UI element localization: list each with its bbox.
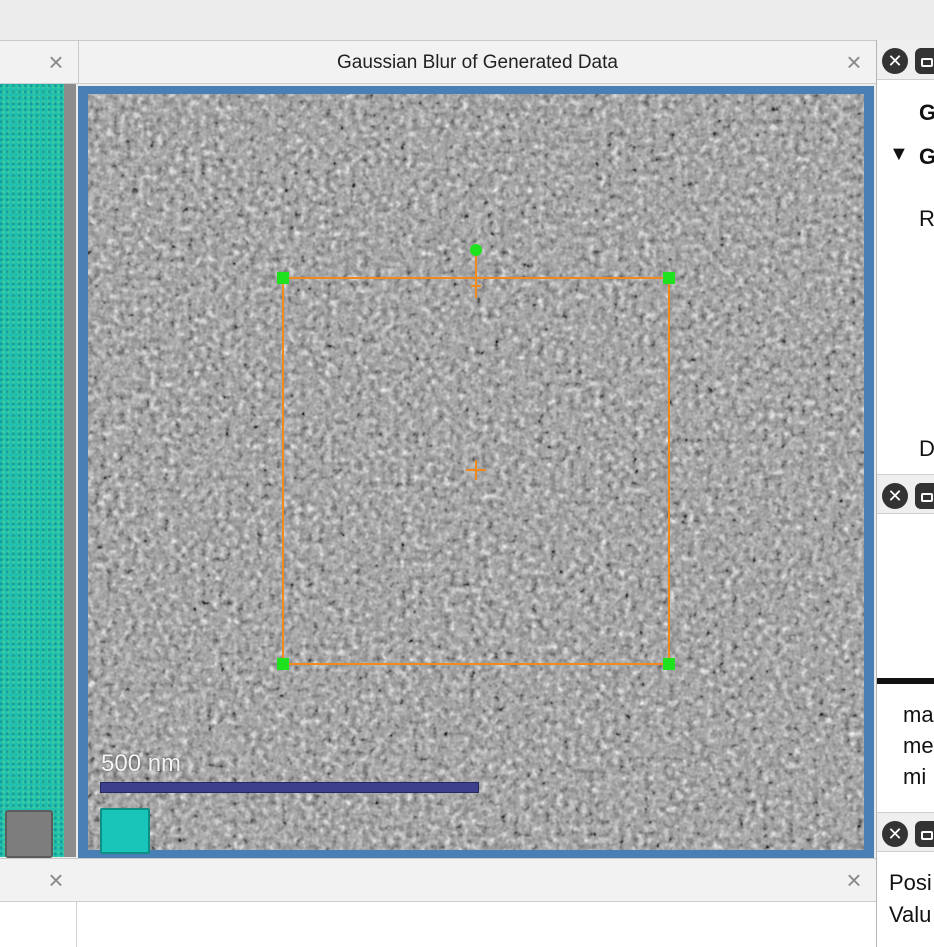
- histogram-baseline: [877, 678, 934, 684]
- inspector-section-title[interactable]: G: [919, 144, 934, 170]
- image-panel-header: Gaussian Blur of Generated Data ×: [78, 40, 876, 84]
- left-panel-header: ×: [0, 40, 78, 84]
- info-position-label: Posi: [889, 870, 932, 895]
- lock-icon[interactable]: [915, 48, 934, 74]
- blurred-image-display[interactable]: [88, 94, 864, 850]
- scale-bar: [100, 782, 479, 793]
- left-color-swatch[interactable]: [5, 810, 53, 858]
- bottom-panel-divider: [76, 902, 77, 947]
- bottom-left-close-icon[interactable]: ×: [48, 865, 64, 895]
- inspector-field-label-2: D: [919, 436, 934, 461]
- stat-mean-label: me: [903, 733, 934, 758]
- inspector-panel-header: ✕: [877, 40, 934, 80]
- left-splitter[interactable]: [64, 84, 76, 857]
- lock-icon[interactable]: [915, 821, 934, 847]
- stats-panel-header: ✕: [877, 474, 934, 514]
- right-inspector-column: ✕ G ▼ G R D ✕ ma me mi ✕ Posi Valu: [876, 40, 934, 947]
- display-color-swatch[interactable]: [100, 808, 150, 854]
- scale-bar-label: 500 nm: [101, 750, 182, 777]
- close-circle-icon[interactable]: ✕: [882, 821, 908, 847]
- top-toolbar-area: [0, 0, 934, 40]
- image-panel-title: Gaussian Blur of Generated Data: [337, 52, 618, 73]
- lock-icon[interactable]: [915, 483, 934, 509]
- inspector-field-label: R: [919, 206, 934, 231]
- bottom-panel-body: [0, 902, 876, 947]
- bottom-panel-header: × ×: [0, 858, 876, 902]
- bottom-right-close-icon[interactable]: ×: [846, 865, 862, 895]
- close-circle-icon[interactable]: ✕: [882, 48, 908, 74]
- stat-min-label: mi: [903, 764, 927, 789]
- image-panel-close-icon[interactable]: ×: [846, 47, 862, 77]
- left-panel-close-icon[interactable]: ×: [48, 47, 64, 77]
- info-panel-header: ✕: [877, 812, 934, 852]
- disclosure-triangle-icon[interactable]: ▼: [889, 143, 909, 165]
- stat-max-label: ma: [903, 702, 934, 727]
- inspector-heading: G: [919, 100, 934, 126]
- left-data-display[interactable]: [0, 84, 64, 857]
- info-value-label: Valu: [889, 902, 932, 927]
- close-circle-icon[interactable]: ✕: [882, 483, 908, 509]
- noise-texture: [88, 94, 864, 850]
